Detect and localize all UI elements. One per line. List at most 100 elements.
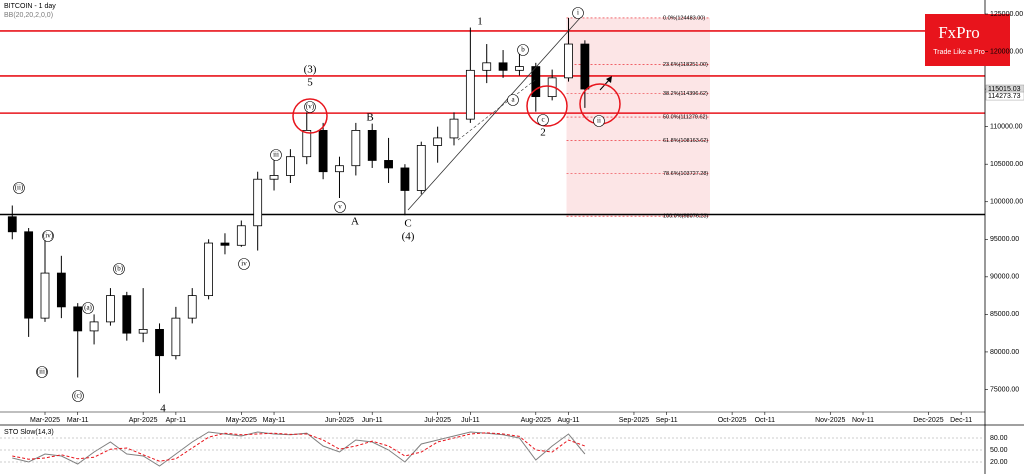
candle-body xyxy=(580,43,590,90)
candle-body xyxy=(416,145,426,191)
wave-label: (4) xyxy=(402,231,415,243)
wave-label: A xyxy=(351,216,359,228)
fib-label: 38.2%(114396.62) xyxy=(663,91,708,97)
candle-body xyxy=(384,160,393,169)
candle-body xyxy=(367,130,377,161)
chart-title: BITCOIN - 1 day xyxy=(4,3,56,10)
highlight-circle xyxy=(526,85,568,127)
wave-label: b xyxy=(521,46,525,54)
wave-marker xyxy=(238,258,250,270)
y-tick-label: 120000.00 xyxy=(990,48,1023,55)
candle-body xyxy=(285,156,295,176)
wave-label: a xyxy=(511,96,515,104)
x-tick-label: Mar-2025 xyxy=(30,417,60,424)
candle-body xyxy=(138,328,148,334)
fib-zone-layer: 0.0%(124483.00) 23.6%(118251.00) 38.2%(114… xyxy=(566,15,710,220)
wave-marker xyxy=(537,114,549,126)
trend-line xyxy=(407,17,581,211)
candle-body xyxy=(236,225,246,246)
wave-label: (c) xyxy=(74,392,82,400)
candle-body xyxy=(515,66,524,71)
x-tick-label: Oct-11 xyxy=(755,417,776,424)
candle-body xyxy=(482,62,492,71)
candle-body xyxy=(106,295,115,323)
x-tick-label: Sep-2025 xyxy=(619,417,649,424)
fib-label: 23.6%(118251.00) xyxy=(663,62,708,68)
candle-body xyxy=(351,130,361,167)
x-tick-label: Nov-2025 xyxy=(815,417,845,424)
logo-tagline: Trade Like a Pro xyxy=(933,49,985,56)
wave-marker xyxy=(572,7,584,19)
wave-marker xyxy=(13,182,25,194)
osc-tick-label: 20.00 xyxy=(990,459,1008,466)
y-tick-label: 85000.00 xyxy=(990,311,1019,318)
fib-label: 78.6%(103727.28) xyxy=(663,171,708,177)
wave-marker xyxy=(82,302,94,314)
x-tick-label: Jul-11 xyxy=(461,417,480,424)
wave-label: 1 xyxy=(477,16,483,28)
wave-label: c xyxy=(541,116,544,124)
wave-marker xyxy=(507,94,519,106)
wave-label: iii xyxy=(273,151,279,159)
fib-label: 100.0%(98076.23) xyxy=(663,214,708,220)
x-tick-label: Jun-2025 xyxy=(325,417,354,424)
wave-label: i xyxy=(577,9,579,17)
plot xyxy=(0,17,985,394)
candle-body xyxy=(204,242,214,297)
wave-label: 4 xyxy=(160,403,166,415)
candle-body xyxy=(335,165,344,173)
fib-label: 0.0%(124483.00) xyxy=(663,15,705,21)
fib-label: 50.0%(111279.62) xyxy=(663,114,708,120)
candle-body xyxy=(7,216,17,233)
x-tick-label: Dec-11 xyxy=(950,417,972,424)
x-tick-label: Aug-2025 xyxy=(521,417,551,424)
candle-body xyxy=(220,242,230,246)
highlight-circle xyxy=(292,98,328,134)
wave-marker xyxy=(304,101,316,113)
candle-body xyxy=(155,328,164,357)
wave-marker xyxy=(593,115,605,127)
candle-body xyxy=(318,130,328,173)
annotations: 12(3)5(4)ABC4iiic(v)ab(iii)(iv)iiiivv(a)… xyxy=(13,7,605,415)
x-tick-label: Nov-11 xyxy=(852,417,874,424)
wave-label: B xyxy=(366,112,373,124)
wave-label: (b) xyxy=(115,265,124,273)
candle-body xyxy=(187,295,197,319)
candle-body xyxy=(400,167,410,191)
x-tick-label: Dec-2025 xyxy=(913,417,943,424)
wave-label: C xyxy=(404,218,411,230)
candle-body xyxy=(498,62,508,71)
x-tick-label: Mar-11 xyxy=(67,417,89,424)
wave-label: 2 xyxy=(540,127,546,139)
osc-line xyxy=(12,432,586,462)
x-tick-label: Oct-2025 xyxy=(718,417,747,424)
price-label: 114273.73 xyxy=(988,93,1021,100)
candle-body xyxy=(269,175,279,180)
wave-marker xyxy=(517,44,529,56)
wave-label: 5 xyxy=(307,77,313,89)
x-tick-label: May-2025 xyxy=(226,417,257,424)
wave-label: (3) xyxy=(304,64,317,76)
candle-body xyxy=(564,43,573,79)
wave-label: iv xyxy=(241,260,247,268)
wave-label: (iii) xyxy=(37,368,48,376)
logo-brand: FxPro xyxy=(938,23,980,42)
candle-body xyxy=(89,321,99,332)
candle-body xyxy=(56,272,66,308)
wave-marker xyxy=(334,201,346,213)
candle-body xyxy=(449,118,459,139)
candle-body xyxy=(302,130,312,158)
candle-body xyxy=(73,306,83,332)
wave-marker xyxy=(42,230,54,242)
candle-body xyxy=(122,295,132,334)
logo-box xyxy=(925,14,1010,66)
x-tick-label: Aug-11 xyxy=(557,417,579,424)
x-tick-label: May-11 xyxy=(263,417,286,424)
wave-label: v xyxy=(338,203,342,211)
wave-label: (ii) xyxy=(15,184,24,192)
x-tick-label: Jun-11 xyxy=(362,417,383,424)
y-tick-label: 100000.00 xyxy=(990,199,1023,206)
x-tick-label: Apr-11 xyxy=(166,417,187,424)
